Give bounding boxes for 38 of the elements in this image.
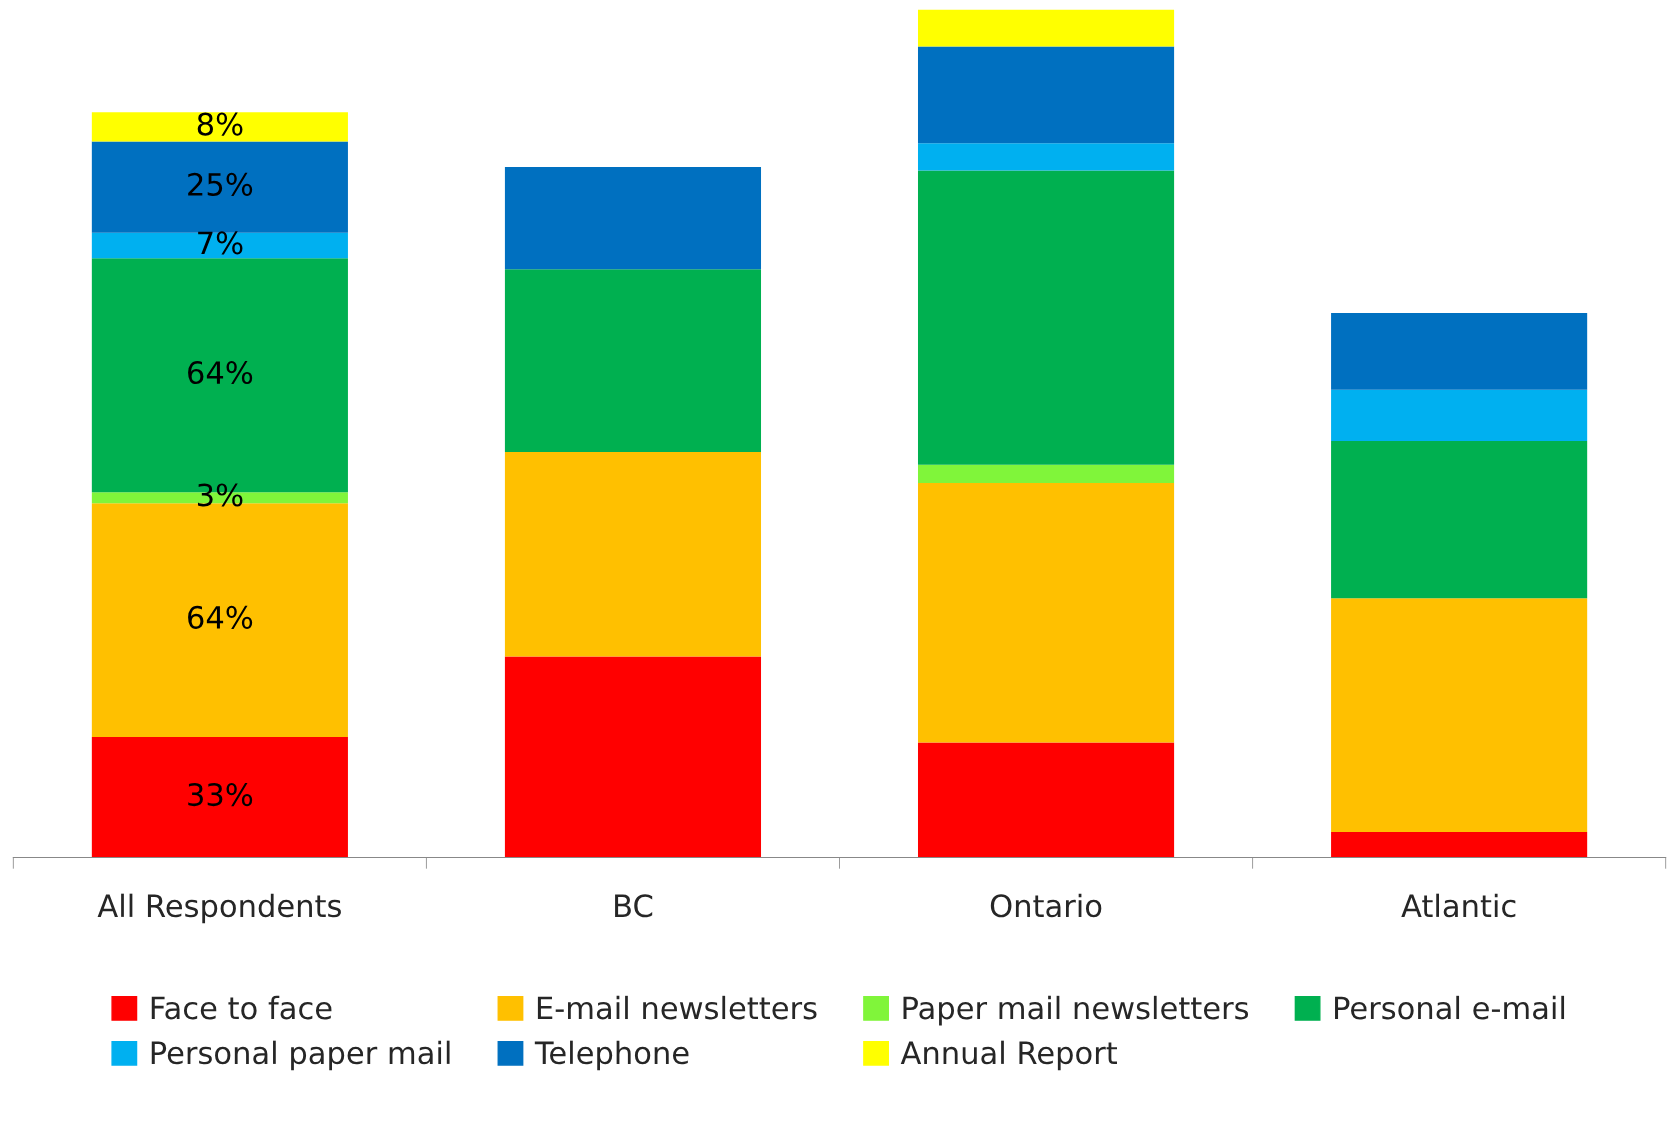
x-tick-label: BC	[615, 894, 653, 918]
x-tick-label: Ontario	[990, 893, 1102, 918]
bar	[917, 483, 1175, 743]
x-tick-label: Atlantic	[1401, 893, 1516, 918]
data-label: 64%	[188, 605, 253, 629]
legend-label: Telephone	[534, 1040, 689, 1071]
bar	[91, 112, 348, 142]
bar	[504, 269, 762, 452]
bar	[917, 143, 1175, 171]
bar	[91, 736, 348, 858]
bar	[504, 656, 762, 858]
bar	[917, 742, 1175, 858]
x-tick-label: All Respondents	[97, 893, 341, 924]
legend-label: Annual Report	[900, 1040, 1117, 1071]
data-label: 64%	[188, 360, 253, 385]
bar	[917, 46, 1175, 144]
bar	[91, 141, 348, 233]
bar	[1331, 441, 1588, 599]
legend-label: E-mail newsletters	[537, 995, 817, 1020]
data-label: 3%	[197, 483, 243, 507]
legend-label: Face to face	[151, 995, 332, 1020]
legend-label: Personal e-mail	[1335, 995, 1565, 1020]
bar	[1331, 313, 1588, 390]
bar	[91, 232, 348, 259]
bar	[917, 9, 1175, 47]
bar	[1331, 831, 1588, 858]
data-label: 25%	[188, 172, 253, 196]
legend-label: Personal paper mail	[151, 1040, 450, 1071]
data-label: 7%	[198, 231, 243, 255]
bar	[504, 166, 762, 270]
bar	[1331, 389, 1588, 442]
legend-label: Paper mail newsletters	[903, 995, 1249, 1026]
bar	[504, 451, 762, 657]
data-label: 8%	[197, 112, 243, 136]
bar	[917, 464, 1175, 484]
bar	[1331, 598, 1588, 832]
bar	[917, 170, 1175, 465]
data-label: 33%	[188, 783, 253, 807]
